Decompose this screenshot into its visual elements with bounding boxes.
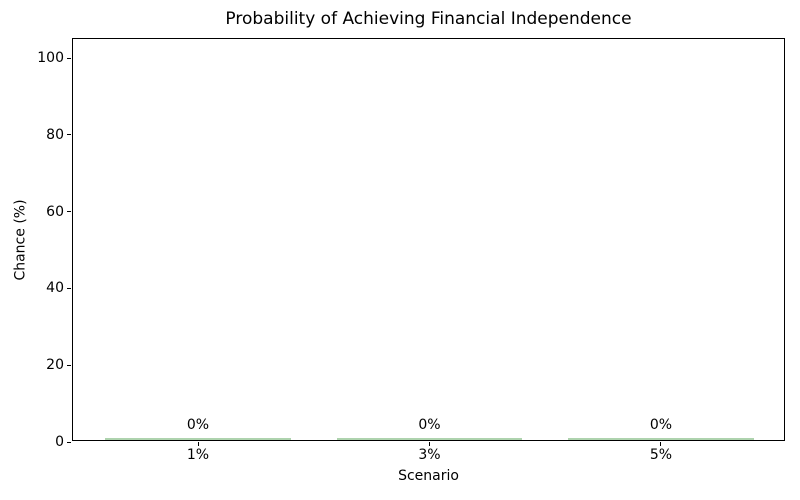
y-tick-label: 20 — [46, 357, 64, 374]
x-tick-mark — [197, 442, 199, 446]
x-axis-label: Scenario — [398, 468, 459, 484]
y-tick-mark — [67, 287, 71, 289]
y-tick-mark — [67, 364, 71, 366]
y-tick-mark — [67, 57, 71, 59]
y-tick-label: 0 — [55, 434, 64, 450]
y-tick-mark — [67, 211, 71, 213]
bar-value-label: 0% — [649, 417, 673, 433]
y-tick-label: 100 — [37, 50, 64, 67]
x-tick-label: 1% — [186, 447, 210, 463]
x-tick-label: 3% — [418, 447, 441, 463]
y-tick-label: 40 — [46, 280, 64, 297]
y-tick-mark — [67, 134, 71, 136]
bar — [336, 438, 523, 440]
bar-value-label: 0% — [186, 417, 210, 433]
y-tick-mark — [67, 441, 71, 443]
bar — [568, 438, 754, 440]
x-tick-mark — [429, 442, 430, 446]
bar-value-label: 0% — [418, 417, 441, 433]
plot-area: 0 20 40 60 80 100 1% 0% 3% 0% 5% 0% — [37, 38, 785, 463]
y-axis-label: Chance (%) — [12, 199, 29, 281]
bar — [105, 438, 291, 440]
x-tick-mark — [660, 442, 662, 446]
x-tick-label: 5% — [649, 447, 673, 463]
chart-title: Probability of Achieving Financial Indep… — [225, 9, 632, 29]
y-tick-label: 60 — [46, 203, 64, 220]
y-tick-label: 80 — [46, 126, 64, 143]
